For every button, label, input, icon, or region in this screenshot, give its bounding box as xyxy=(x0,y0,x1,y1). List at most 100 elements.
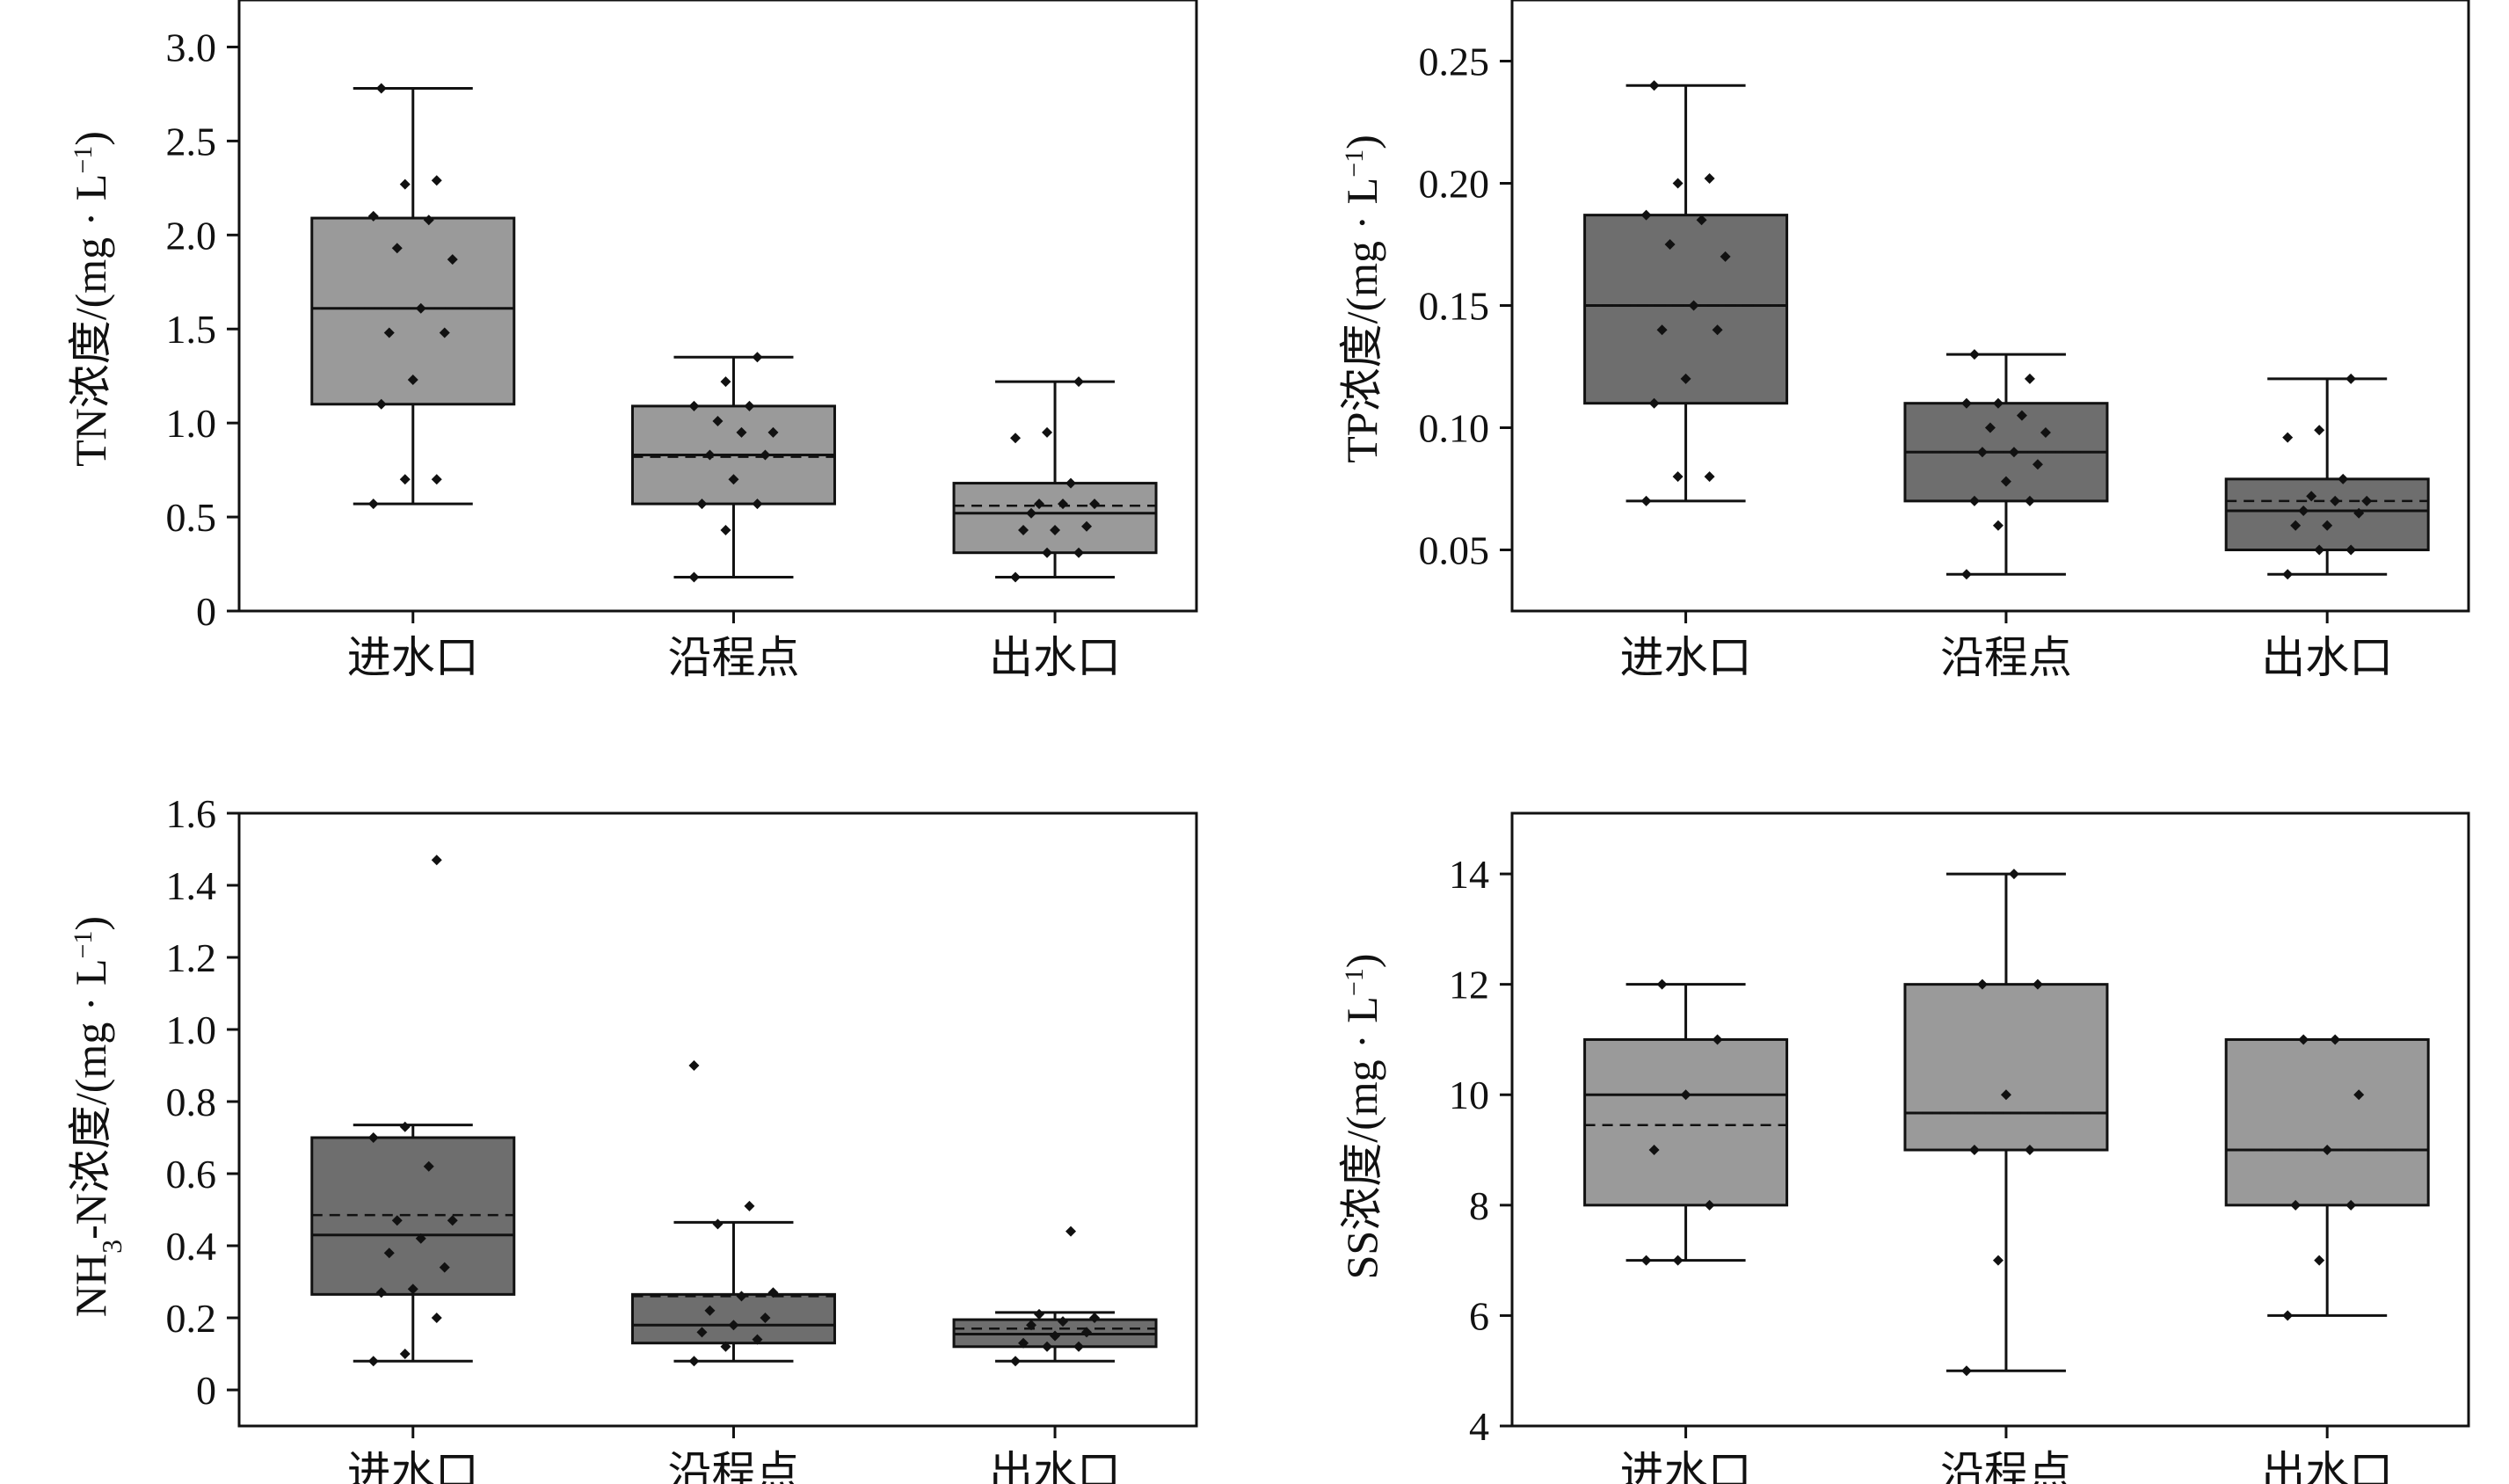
data-point xyxy=(1034,498,1045,510)
data-point xyxy=(1018,1337,1029,1349)
x-category-label: 沿程点 xyxy=(1940,632,2072,683)
data-point xyxy=(1089,498,1101,510)
data-point xyxy=(752,1334,763,1345)
box-group-3-2 xyxy=(2224,1034,2430,1321)
data-point xyxy=(2282,569,2294,580)
data-point xyxy=(1656,324,1668,336)
y-axis-title-middle: -N浓度/(mg · L xyxy=(66,958,115,1239)
y-axis-title: NH3-N浓度/(mg · L−1) xyxy=(66,916,127,1317)
data-point xyxy=(447,1215,458,1226)
data-point xyxy=(1010,1356,1022,1367)
data-point xyxy=(367,1356,379,1367)
data-point xyxy=(1720,251,1731,262)
data-point xyxy=(1018,525,1029,536)
data-point xyxy=(1640,209,1652,221)
data-point xyxy=(2290,1199,2302,1211)
data-point xyxy=(744,1200,755,1211)
data-point xyxy=(1042,426,1053,438)
data-point xyxy=(767,426,779,438)
y-axis-title-superscript: −1 xyxy=(69,146,98,174)
y-axis-title-tail: ) xyxy=(66,916,115,931)
box-group-3-2 xyxy=(2224,373,2430,580)
y-axis-title: SS浓度/(mg · L−1) xyxy=(1337,954,1386,1280)
data-point xyxy=(688,571,700,583)
x-category-label: 进水口 xyxy=(1620,632,1752,683)
data-point xyxy=(1976,447,1988,458)
y-tick-label: 0.15 xyxy=(1419,284,1490,329)
x-category-label: 沿程点 xyxy=(667,632,799,683)
y-tick-label: 3.0 xyxy=(166,25,217,69)
iqr-box xyxy=(310,216,516,406)
data-point xyxy=(1081,520,1093,532)
data-point xyxy=(407,374,418,385)
data-point xyxy=(399,1349,411,1359)
data-point xyxy=(1042,1341,1053,1352)
data-point xyxy=(1010,571,1022,583)
data-point xyxy=(375,1287,387,1298)
data-point xyxy=(1984,422,1996,433)
y-tick-label: 0 xyxy=(196,1368,216,1413)
y-tick-label: 0.25 xyxy=(1419,40,1490,84)
data-point xyxy=(1712,1034,1723,1045)
data-point xyxy=(1050,525,1061,536)
data-point xyxy=(1680,373,1691,384)
box-group-3-0 xyxy=(1583,978,1789,1266)
data-point xyxy=(760,1313,771,1323)
data-point xyxy=(2024,495,2035,506)
data-point xyxy=(431,474,442,485)
data-point xyxy=(2298,506,2309,517)
x-category-label: 沿程点 xyxy=(1940,1447,2072,1484)
data-point xyxy=(1664,239,1676,250)
data-point xyxy=(1992,397,2004,409)
y-tick-label: 2.5 xyxy=(166,119,217,164)
data-point xyxy=(2290,520,2302,531)
data-point xyxy=(2000,476,2011,487)
y-tick-label: 0.05 xyxy=(1419,528,1490,573)
data-point xyxy=(1089,1313,1101,1323)
y-axis-title-superscript: −1 xyxy=(69,931,98,959)
y-axis-title-tail: ) xyxy=(66,131,115,146)
data-point xyxy=(2282,432,2294,443)
data-point xyxy=(2345,373,2357,384)
data-point xyxy=(1672,178,1684,189)
y-tick-label: 0.4 xyxy=(166,1224,217,1269)
data-point xyxy=(1704,471,1715,483)
data-point xyxy=(1065,477,1077,489)
data-point xyxy=(1058,1316,1069,1328)
data-point xyxy=(736,426,747,438)
y-tick-label: 1.0 xyxy=(166,1008,217,1052)
data-point xyxy=(1058,498,1069,510)
y-tick-label: 12 xyxy=(1449,963,1489,1008)
plot-frame xyxy=(237,811,1198,1428)
data-point xyxy=(1968,349,1980,360)
data-point xyxy=(1034,1308,1045,1320)
data-point xyxy=(2353,507,2365,519)
data-point xyxy=(688,1060,700,1071)
data-point xyxy=(383,1248,395,1259)
y-tick-label: 0.8 xyxy=(166,1080,217,1124)
plot-frame xyxy=(237,0,1198,613)
data-point xyxy=(1026,507,1037,519)
y-tick-label: 14 xyxy=(1449,852,1489,897)
data-point xyxy=(399,474,411,485)
x-category-label: 出水口 xyxy=(989,1447,1121,1484)
tp-boxplot-panel: 0.05 0.10 0.15 0.20 0.25 进水口 沿程点 出水口 TP浓度/(mg · … xyxy=(1337,0,2470,683)
y-axis-title-superscript: −1 xyxy=(1340,968,1369,996)
data-point xyxy=(415,302,426,314)
data-point xyxy=(2345,1199,2357,1211)
data-point xyxy=(1992,520,2004,531)
data-point xyxy=(1042,547,1053,558)
data-point xyxy=(1010,433,1022,444)
data-point xyxy=(1704,172,1715,184)
iqr-box xyxy=(310,1136,516,1296)
data-point xyxy=(415,1233,426,1244)
data-point xyxy=(752,498,763,510)
data-point xyxy=(712,416,724,427)
data-point xyxy=(1976,978,1988,990)
data-point xyxy=(2016,410,2027,421)
data-point xyxy=(712,1218,724,1230)
data-point xyxy=(1648,80,1660,91)
iqr-box xyxy=(630,1292,836,1345)
data-point xyxy=(1648,397,1660,409)
y-tick-label: 1.4 xyxy=(166,863,217,908)
